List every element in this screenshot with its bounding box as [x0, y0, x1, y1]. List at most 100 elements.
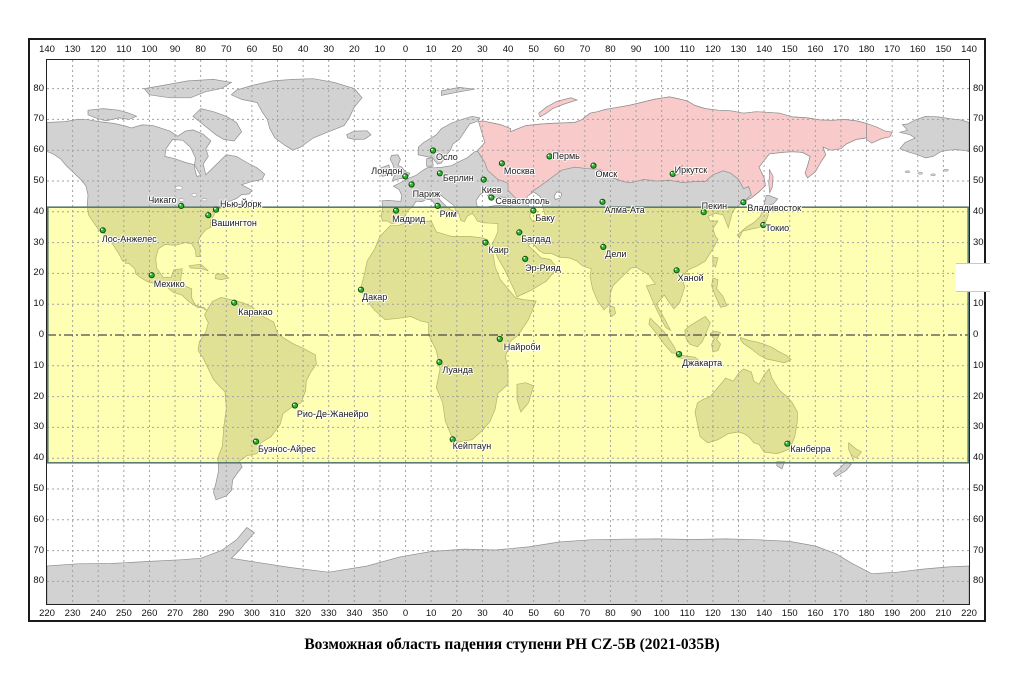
world-map-plot: Чикаго Нью-Йорк Вашингтон Лос-Анжелес Мехико…: [47, 60, 969, 604]
axis-tick-label: 220: [39, 608, 55, 619]
axis-tick-label: 30: [477, 608, 488, 619]
landmass: [516, 382, 535, 413]
axis-tick-label: 170: [833, 44, 849, 55]
axis-tick-label: 170: [833, 608, 849, 619]
axis-tick-label: 10: [374, 44, 386, 55]
water-body: [553, 191, 563, 200]
axis-tick-label: 100: [653, 44, 670, 55]
axis-tick-label: 190: [884, 608, 901, 619]
axis-tick-label: 40: [973, 452, 984, 464]
city-label: Пермь: [552, 151, 580, 162]
island: [930, 173, 936, 177]
city-marker-icon: [488, 194, 495, 201]
city-marker-icon: [205, 212, 212, 219]
axis-tick-label: 270: [167, 608, 183, 619]
axis-tick-label: 140: [39, 44, 55, 55]
water-body: [164, 139, 202, 177]
axis-tick-label: 120: [90, 44, 107, 55]
axis-tick-label: 0: [402, 608, 409, 619]
city-label: Луанда: [442, 365, 473, 376]
city-marker-icon: [357, 286, 365, 293]
axis-tick-label: 80: [973, 575, 984, 587]
axis-tick-label: 40: [297, 44, 309, 55]
map-caption: Возможная область падения ступени РН CZ-…: [304, 636, 720, 653]
axis-tick-label: 100: [141, 44, 158, 55]
city-marker-icon: [784, 440, 791, 447]
axis-tick-label: 150: [781, 44, 798, 55]
island: [904, 170, 911, 174]
axis-tick-label: 90: [630, 44, 642, 55]
city-label: Осло: [435, 151, 458, 162]
axis-tick-label: 340: [346, 608, 363, 619]
axis-tick-label: 50: [33, 175, 44, 186]
city-label: Канберра: [790, 443, 831, 454]
axis-tick-label: 40: [973, 205, 984, 217]
city-label: Алма-Ата: [604, 204, 645, 215]
city-marker-icon: [148, 272, 155, 279]
city-marker-icon: [178, 202, 185, 209]
city-marker-icon: [434, 202, 441, 209]
axis-tick-label: 280: [192, 608, 209, 619]
city-label: Дакар: [361, 291, 388, 302]
axis-tick-label: 20: [349, 44, 360, 55]
axis-tick-label: 20: [973, 390, 984, 402]
axis-tick-label: 90: [630, 608, 642, 619]
city-label: Каир: [488, 244, 509, 255]
axis-tick-label: 40: [33, 452, 44, 464]
city-marker-icon: [599, 198, 606, 205]
axis-tick-label: 30: [323, 44, 334, 55]
axis-tick-label: 70: [973, 113, 984, 125]
axis-tick-label: 110: [116, 44, 132, 55]
axis-tick-label: 50: [528, 44, 539, 55]
city-label: Нью-Йорк: [220, 198, 262, 209]
axis-tick-label: 30: [477, 44, 488, 55]
city-label: Париж: [412, 188, 441, 199]
city-marker-icon: [669, 170, 676, 178]
city-label: Дели: [605, 248, 627, 259]
lake: [178, 198, 185, 202]
city-label: Буэнос-Айрес: [257, 443, 316, 454]
axis-tick-label: 100: [653, 608, 670, 619]
axis-tick-label: 10: [425, 44, 437, 55]
city-label: Мехико: [153, 279, 185, 290]
landmass: [711, 277, 728, 308]
city-marker-icon: [429, 147, 437, 154]
axis-tick-label: 110: [679, 44, 695, 55]
axis-tick-label: 80: [195, 44, 206, 55]
axis-tick-label: 50: [973, 175, 984, 186]
axis-tick-label: 60: [553, 44, 565, 55]
city-label: Эр-Рияд: [525, 262, 561, 273]
axis-tick-label: 70: [973, 544, 984, 556]
city-label: Севастополь: [495, 195, 550, 206]
axis-tick-label: 160: [807, 44, 824, 55]
landmass: [832, 460, 852, 478]
axis-tick-label: 200: [909, 608, 926, 619]
axis-tick-label: 240: [90, 608, 107, 619]
city-marker-icon: [700, 209, 707, 216]
city-marker-icon: [231, 299, 238, 306]
axis-tick-label: 60: [973, 513, 984, 525]
russia-region: [476, 96, 867, 205]
island: [917, 172, 924, 175]
axis-tick-label: 180: [858, 44, 875, 55]
city-label: Киев: [481, 184, 502, 195]
lake: [202, 198, 207, 202]
city-label: Найроби: [503, 342, 541, 352]
axis-tick-label: 140: [961, 44, 977, 55]
axis-tick-label: 310: [269, 608, 286, 619]
axis-tick-label: 30: [33, 421, 44, 433]
city-label: Лондон: [371, 166, 403, 177]
city-label: Чикаго: [148, 194, 177, 205]
right-edge-notch: [956, 263, 990, 292]
landmass: [188, 263, 209, 272]
russia-region: [538, 97, 579, 118]
axis-tick-label: 160: [807, 608, 824, 619]
landmass: [608, 305, 616, 318]
city-label: Пекин: [701, 201, 728, 212]
axis-tick-label: 130: [730, 44, 747, 55]
city-label: Кейптаун: [452, 441, 492, 452]
fall-zone-band-border: [47, 206, 969, 464]
axis-tick-label: 0: [38, 329, 44, 340]
axis-tick-label: 0: [402, 44, 409, 55]
landmass: [898, 115, 969, 159]
